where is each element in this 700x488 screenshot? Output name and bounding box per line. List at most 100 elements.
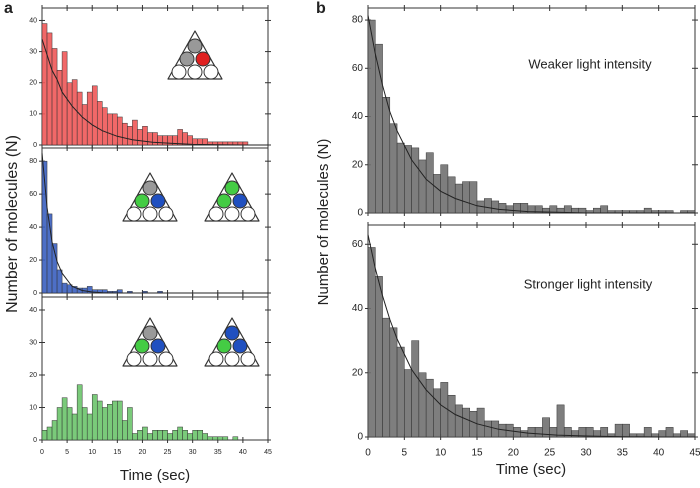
y-tick-label: 0 — [357, 208, 363, 219]
bar — [46, 32, 53, 146]
x-tick-label: 25 — [164, 449, 172, 456]
x-tick-label: 30 — [580, 448, 592, 459]
bar — [127, 126, 133, 146]
y-tick-label: 20 — [352, 367, 364, 378]
y-tick-label: 80 — [352, 15, 364, 26]
bar — [56, 407, 63, 441]
bar — [137, 129, 143, 146]
bar — [122, 420, 128, 441]
y-tick-label: 0 — [357, 432, 363, 443]
icon-circle — [150, 338, 166, 354]
x-tick-label: 0 — [40, 449, 44, 456]
y-tick-label: 60 — [352, 239, 364, 250]
y-tick-label: 0 — [33, 290, 37, 297]
icon-circle — [126, 206, 142, 222]
icon-circle — [134, 193, 150, 209]
bar — [46, 426, 53, 441]
bar — [147, 433, 153, 441]
bar — [107, 404, 113, 441]
panel-label: a — [4, 0, 13, 17]
icon-circle — [142, 351, 158, 367]
x-tick-label: 10 — [435, 448, 447, 459]
bar — [187, 433, 193, 441]
icon-circle — [224, 206, 240, 222]
y-tick-label: 20 — [29, 80, 37, 87]
icon — [204, 172, 260, 222]
bar — [433, 388, 441, 438]
bar — [177, 426, 183, 441]
bar — [527, 427, 536, 438]
bar — [207, 436, 214, 441]
icon-circle — [142, 180, 158, 196]
bar — [643, 207, 652, 214]
bar — [396, 142, 405, 214]
bar — [112, 400, 118, 441]
icon-circle — [142, 325, 158, 341]
y-tick-label: 80 — [29, 158, 37, 165]
bar — [86, 91, 93, 146]
bar — [680, 430, 688, 438]
icon-circle — [134, 338, 150, 354]
bar — [117, 400, 123, 441]
bar — [202, 433, 208, 441]
bar — [96, 101, 103, 146]
icon — [204, 317, 260, 367]
icon-circle — [126, 351, 142, 367]
x-tick-label: 5 — [402, 448, 408, 459]
icon-circle — [208, 206, 224, 222]
x-tick-label: 30 — [189, 449, 197, 456]
bar — [614, 423, 623, 438]
bar — [520, 430, 529, 438]
bar — [469, 181, 478, 214]
y-axis-label: Number of molecules (N) — [315, 139, 332, 306]
x-tick-label: 35 — [214, 449, 222, 456]
y-tick-label: 40 — [352, 303, 364, 314]
bar — [61, 397, 68, 441]
bar — [418, 159, 427, 214]
fit-curve — [367, 15, 695, 214]
bar — [491, 200, 500, 214]
bar — [51, 420, 58, 441]
bar — [440, 382, 449, 438]
icon-circle — [224, 180, 240, 196]
y-tick-label: 40 — [29, 307, 37, 314]
bar — [187, 135, 193, 146]
y-tick-label: 60 — [352, 63, 364, 74]
bar — [396, 346, 405, 438]
bar — [71, 413, 78, 441]
x-tick-label: 15 — [113, 449, 121, 456]
bar — [462, 181, 470, 214]
bar — [76, 91, 83, 146]
x-tick-label: 25 — [544, 448, 556, 459]
bar — [167, 433, 173, 441]
icon-circle — [187, 38, 203, 54]
bar — [122, 122, 128, 146]
bar — [484, 420, 492, 438]
fit-curve — [41, 152, 268, 294]
bar — [177, 129, 183, 146]
bar — [600, 205, 609, 214]
bar — [578, 207, 587, 214]
bar — [469, 411, 478, 438]
x-axis-label: Time (sec) — [120, 467, 190, 484]
bar — [382, 96, 391, 214]
bar — [157, 135, 163, 146]
bar — [484, 198, 492, 214]
x-tick-label: 5 — [65, 449, 69, 456]
bar — [102, 107, 108, 146]
bar — [182, 430, 188, 441]
bar — [217, 436, 224, 441]
bar — [222, 436, 229, 441]
bar — [61, 282, 68, 294]
bar — [192, 430, 198, 441]
y-tick-label: 10 — [29, 111, 37, 118]
bar — [212, 436, 219, 441]
icon-circle — [216, 338, 232, 354]
bar — [86, 413, 93, 441]
bar — [81, 104, 88, 146]
x-axis-label: Time (sec) — [496, 461, 566, 478]
x-tick-label: 45 — [264, 449, 272, 456]
bar — [389, 123, 398, 214]
bar — [367, 247, 376, 438]
